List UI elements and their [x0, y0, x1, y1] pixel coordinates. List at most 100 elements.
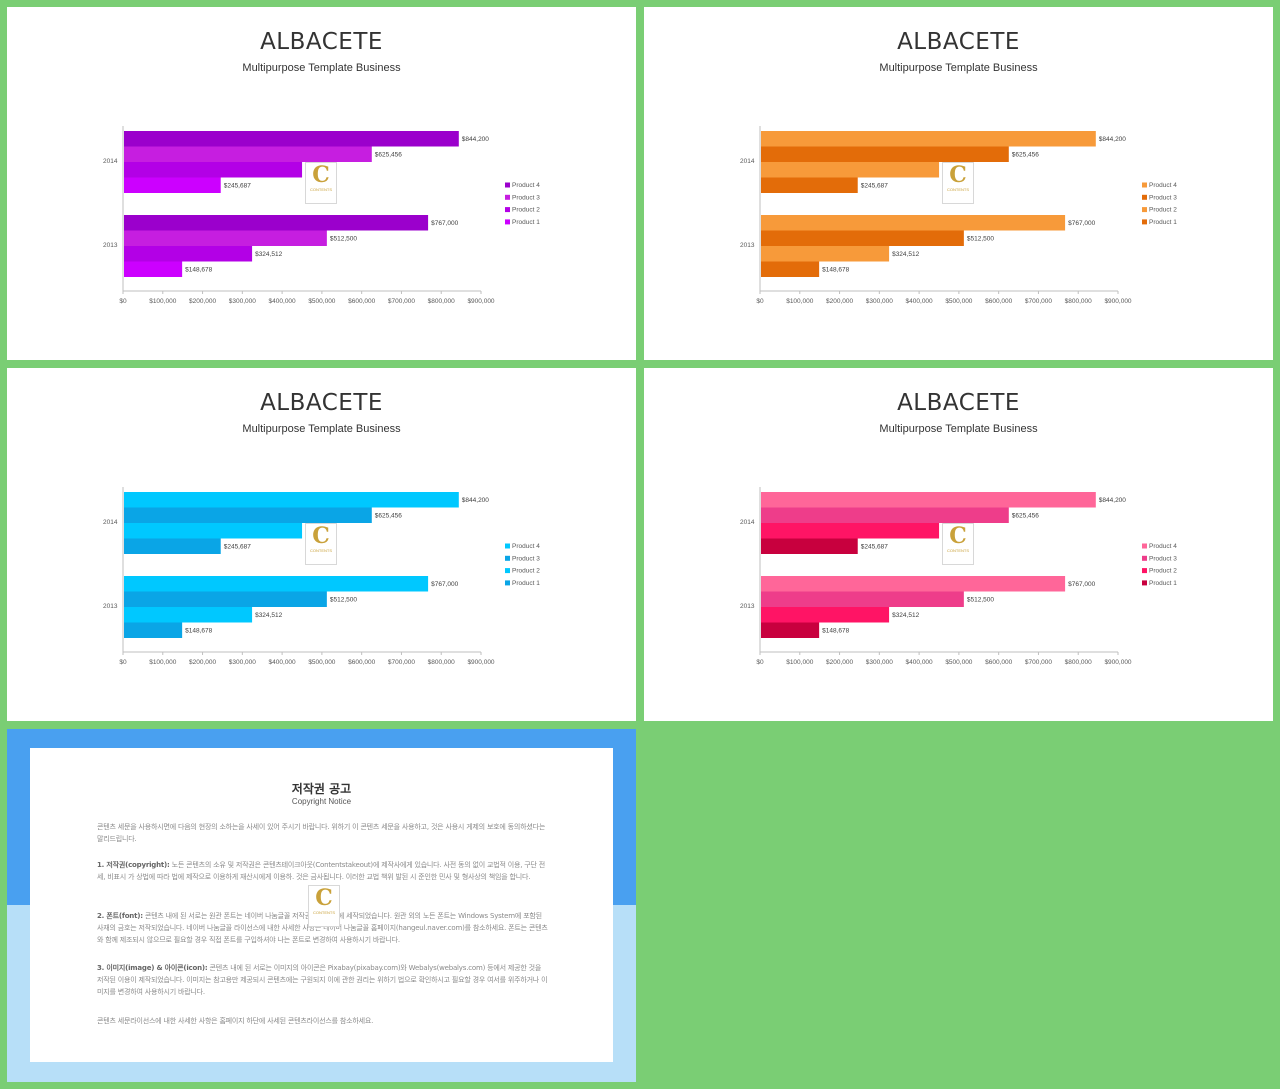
legend-swatch: [1142, 555, 1147, 561]
x-tick-label: $0: [119, 298, 127, 305]
bar-product-2-2014: [124, 162, 303, 178]
legend-label: Product 2: [512, 207, 540, 214]
x-tick-label: $100,000: [149, 659, 176, 666]
watermark-text: CONTENTS: [310, 548, 332, 553]
legend-swatch: [1142, 219, 1147, 225]
data-label: $245,687: [224, 183, 251, 190]
x-tick-label: $700,000: [388, 659, 415, 666]
bar-product-3-2013: [761, 230, 964, 246]
chart-slide-blue: ALBACETE Multipurpose Template Business …: [7, 368, 636, 721]
data-label: $245,687: [861, 183, 888, 190]
data-label: $512,500: [330, 597, 357, 604]
watermark-letter: C: [949, 523, 967, 549]
bar-product-2-2014: [761, 162, 940, 178]
chart-slide-purple: ALBACETE Multipurpose Template Business …: [7, 7, 636, 360]
bar-product-4-2013: [761, 576, 1066, 592]
legend-label: Product 4: [512, 182, 540, 189]
data-label: $625,456: [1012, 152, 1039, 159]
data-label: $625,456: [375, 513, 402, 520]
legend-label: Product 4: [1149, 182, 1177, 189]
x-tick-label: $800,000: [428, 659, 455, 666]
x-tick-label: $700,000: [1025, 298, 1052, 305]
x-tick-label: $200,000: [826, 659, 853, 666]
x-tick-label: $200,000: [189, 659, 216, 666]
bar-product-3-2013: [761, 591, 964, 607]
x-tick-label: $300,000: [229, 659, 256, 666]
section-body: 콘텐츠 내에 된 서로는 원관 폰트는 네이버 나눔글꼴 저작권은 제작사에 세…: [97, 912, 548, 944]
data-label: $148,678: [185, 628, 212, 635]
legend-label: Product 3: [512, 555, 540, 562]
section-body: 콘텐츠 내에 된 서로는 이미지의 아이콘은 Pixabay(pixabay.c…: [97, 964, 548, 996]
bar-chart: $0 $100,000 $200,000 $300,000 $400,000 $500,0…: [740, 126, 1177, 305]
x-tick-label: $600,000: [985, 298, 1012, 305]
bar-product-4-2013: [124, 576, 429, 592]
data-label: $512,500: [967, 597, 994, 604]
bar-product-1-2014: [761, 177, 858, 193]
watermark-text: CONTENTS: [947, 187, 969, 192]
legend-label: Product 4: [1149, 543, 1177, 550]
slide-title: ALBACETE: [260, 390, 383, 416]
legend-label: Product 2: [1149, 568, 1177, 575]
bar-product-2-2013: [124, 246, 253, 262]
bar-product-1-2014: [124, 538, 221, 554]
data-label: $767,000: [431, 220, 458, 227]
data-label: $148,678: [822, 628, 849, 635]
legend-label: Product 1: [512, 580, 540, 587]
bar-product-2-2014: [761, 523, 940, 539]
x-tick-label: $500,000: [308, 659, 335, 666]
x-tick-label: $600,000: [985, 659, 1012, 666]
watermark-logo: C CONTENTS: [942, 523, 974, 565]
legend-swatch: [1142, 207, 1147, 213]
x-tick-label: $100,000: [786, 659, 813, 666]
copyright-outro: 콘텐츠 세문라이선스에 내한 사세한 사항은 홈페이지 하단에 사세된 콘텐츠라…: [97, 1017, 374, 1025]
legend-swatch: [505, 543, 510, 549]
bar-product-2-2014: [124, 523, 303, 539]
legend-label: Product 1: [1149, 580, 1177, 587]
x-tick-label: $300,000: [866, 298, 893, 305]
data-label: $844,200: [1099, 497, 1126, 504]
category-label: 2013: [740, 242, 755, 249]
section-heading: 1. 저작권(copyright):: [97, 861, 170, 869]
chart-slide-pink: ALBACETE Multipurpose Template Business …: [644, 368, 1273, 721]
legend-label: Product 4: [512, 543, 540, 550]
section-heading: 3. 이미지(image) & 아이콘(icon):: [97, 964, 208, 972]
data-label: $324,512: [255, 612, 282, 619]
legend-swatch: [505, 182, 510, 188]
watermark-text: CONTENTS: [947, 548, 969, 553]
legend-swatch: [505, 580, 510, 586]
slide-subtitle: Multipurpose Template Business: [879, 423, 1038, 435]
chart-slide-orange: ALBACETE Multipurpose Template Business …: [644, 7, 1273, 360]
legend-swatch: [1142, 568, 1147, 574]
data-label: $512,500: [967, 236, 994, 243]
x-tick-label: $800,000: [1065, 298, 1092, 305]
x-tick-label: $500,000: [945, 298, 972, 305]
legend-swatch: [1142, 543, 1147, 549]
x-tick-label: $0: [119, 659, 127, 666]
legend-swatch: [505, 194, 510, 200]
data-label: $767,000: [431, 581, 458, 588]
data-label: $512,500: [330, 236, 357, 243]
bar-product-3-2013: [124, 230, 327, 246]
x-tick-label: $500,000: [945, 659, 972, 666]
copyright-title: 저작권 공고: [291, 782, 352, 796]
legend-label: Product 3: [1149, 555, 1177, 562]
bar-product-4-2014: [124, 492, 459, 508]
slide-subtitle: Multipurpose Template Business: [879, 62, 1038, 74]
bar-product-2-2013: [761, 246, 890, 262]
data-label: $625,456: [1012, 513, 1039, 520]
watermark-letter: C: [312, 162, 330, 188]
x-tick-label: $400,000: [906, 298, 933, 305]
copyright-intro: 콘텐츠 세문을 사용하시면에 다음의 현장의 소하는을 사세이 있어 주시기 바…: [97, 823, 546, 843]
data-label: $625,456: [375, 152, 402, 159]
data-label: $245,687: [224, 544, 251, 551]
watermark-logo: C CONTENTS: [308, 885, 340, 927]
slide-subtitle: Multipurpose Template Business: [242, 62, 401, 74]
data-label: $844,200: [462, 136, 489, 143]
category-label: 2013: [103, 603, 118, 610]
legend-swatch: [505, 219, 510, 225]
bar-product-3-2014: [124, 146, 372, 162]
copyright-subtitle: Copyright Notice: [291, 797, 352, 806]
legend-swatch: [1142, 580, 1147, 586]
category-label: 2014: [103, 158, 118, 165]
bar-chart: $0 $100,000 $200,000 $300,000 $400,000 $500,0…: [103, 487, 540, 666]
